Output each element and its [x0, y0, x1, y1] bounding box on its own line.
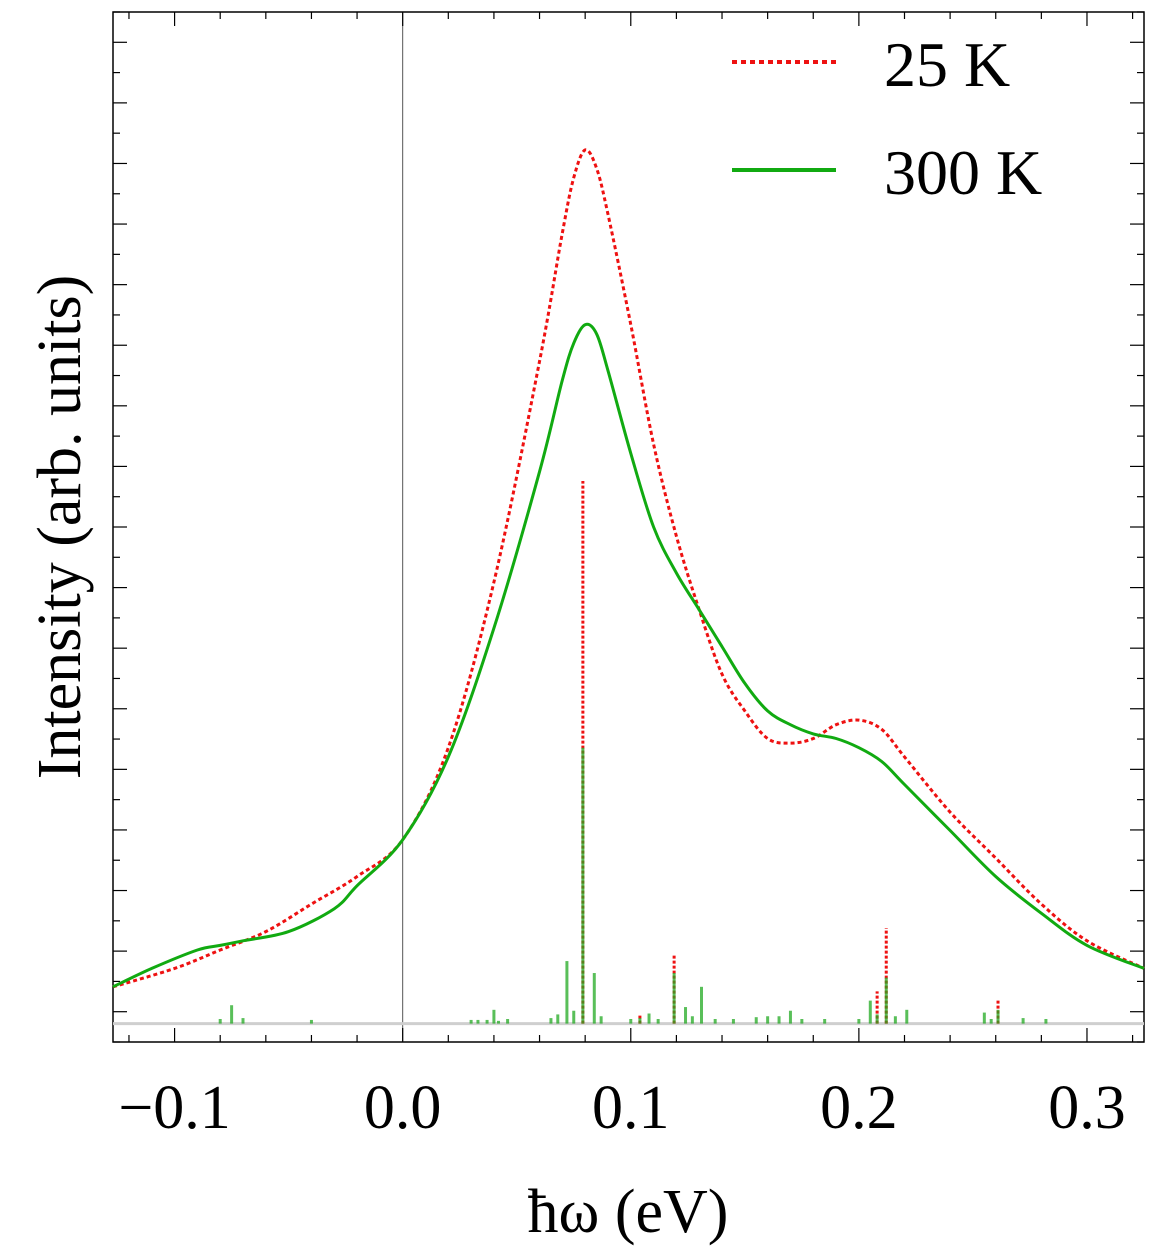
- y-axis-title: Intensity (arb. units): [26, 275, 94, 780]
- x-tick-label: 0.2: [820, 1074, 898, 1142]
- legend-label: 300 K: [884, 137, 1042, 208]
- legend: 25 K 300 K: [732, 29, 1042, 208]
- stick-spectrum: [218, 481, 1048, 1024]
- x-axis-title: ħω (eV): [528, 1178, 729, 1246]
- series-lines: [112, 148, 1145, 989]
- x-tick-label: 0.3: [1048, 1074, 1126, 1142]
- x-tick-label: 0.1: [592, 1074, 670, 1142]
- y-axis-ticks: [113, 11, 1144, 1043]
- x-tick-label: −0.1: [118, 1074, 230, 1142]
- legend-label: 25 K: [884, 29, 1010, 100]
- series-line-25-k: [112, 148, 1145, 989]
- x-axis-ticks: [128, 12, 1134, 1042]
- x-tick-label: 0.0: [364, 1074, 442, 1142]
- x-tick-labels: −0.1 0.0 0.1 0.2 0.3: [118, 1074, 1125, 1142]
- series-line-300-k: [112, 322, 1145, 989]
